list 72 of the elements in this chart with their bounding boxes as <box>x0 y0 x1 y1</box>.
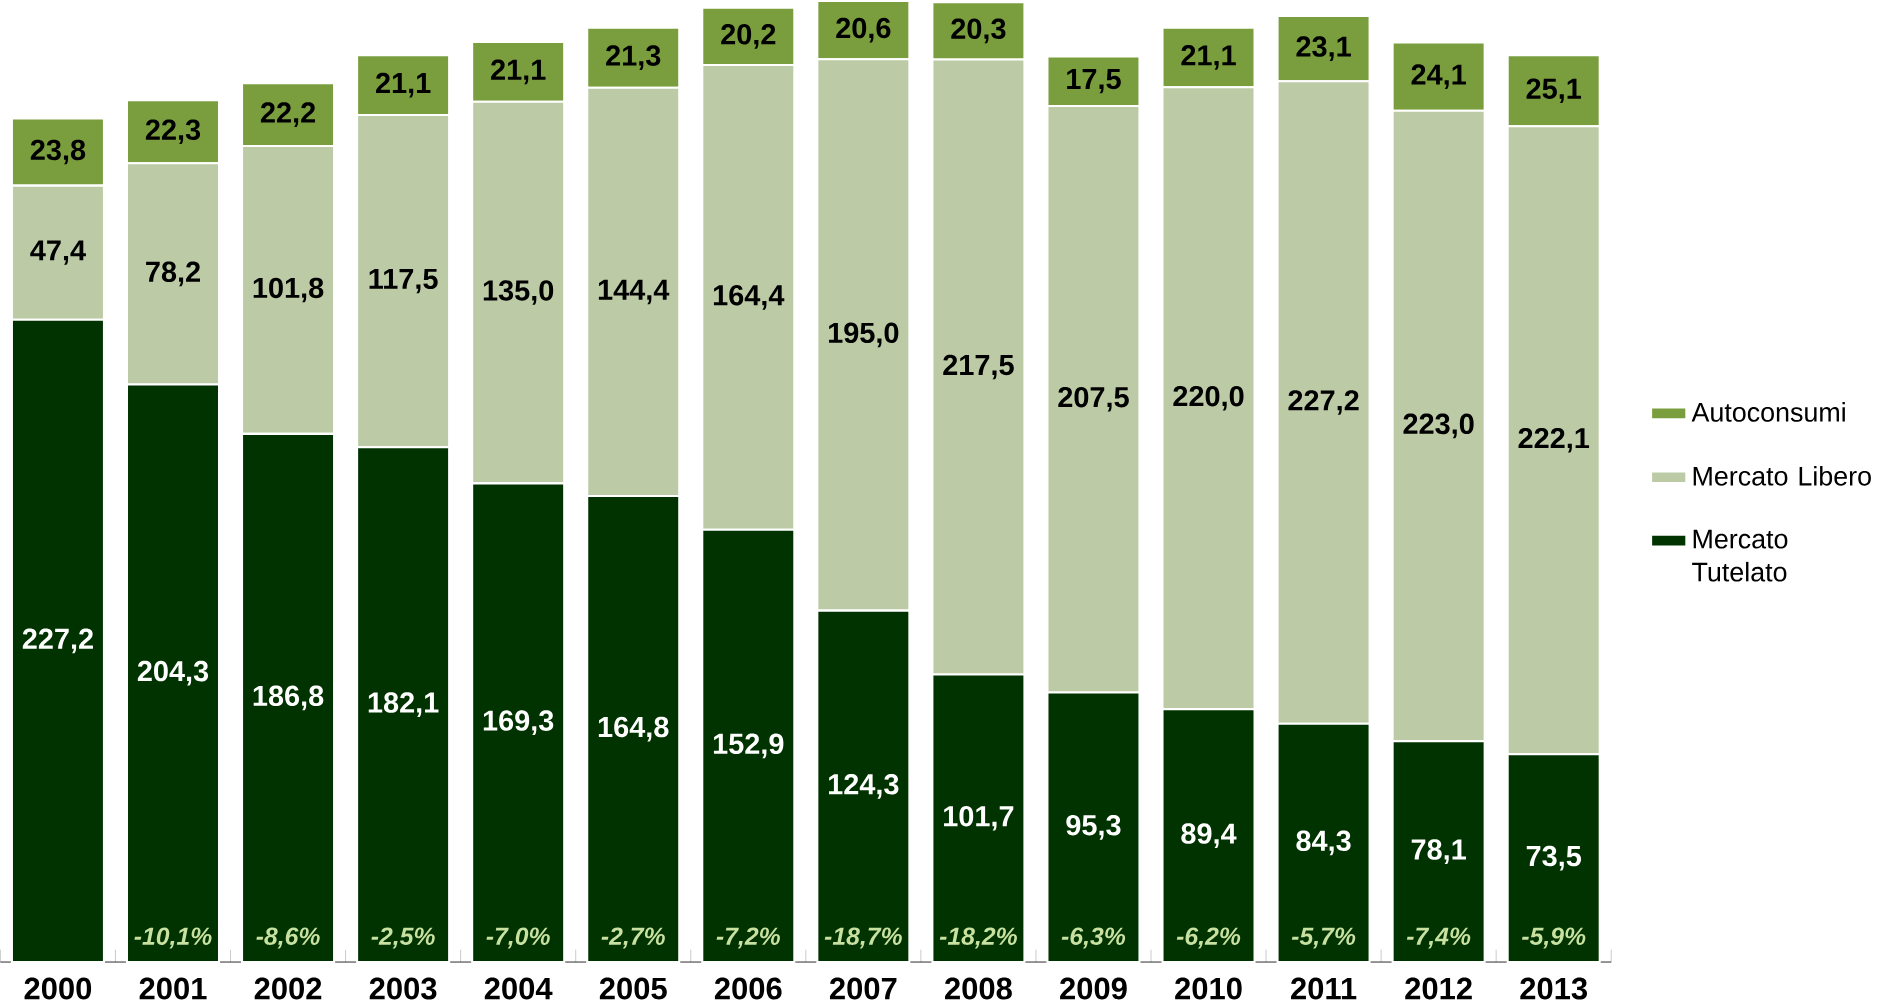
x-tick-label: 2000 <box>24 977 92 1000</box>
data-label: 164,4 <box>713 284 785 310</box>
data-label: 23,8 <box>30 139 86 165</box>
x-tick-label: 2011 <box>1291 977 1357 1000</box>
annotation: -7,2% <box>716 927 780 949</box>
data-label: 20,2 <box>721 23 776 49</box>
data-label: 21,3 <box>606 45 661 70</box>
data-label: 101,7 <box>944 805 1014 831</box>
annotation: -6,2% <box>1176 927 1241 949</box>
annotation: -18,2% <box>939 927 1017 949</box>
data-label: 135,0 <box>483 279 554 305</box>
data-label: 89,4 <box>1181 823 1237 848</box>
data-label: 25,1 <box>1526 78 1582 103</box>
annotation: -5,9% <box>1522 927 1586 949</box>
data-label: 84,3 <box>1296 830 1351 855</box>
data-label: 207,5 <box>1058 386 1129 412</box>
x-tick-label: 2002 <box>254 977 322 1000</box>
x-tick-label: 2001 <box>139 977 207 1000</box>
x-tick-label: 2009 <box>1060 977 1127 1000</box>
data-label: 144,4 <box>598 279 670 304</box>
legend-label: Mercato Tutelato <box>1692 529 1788 582</box>
data-label: 23,1 <box>1296 36 1351 61</box>
x-tick-label: 2013 <box>1520 977 1588 1000</box>
data-label: 222,1 <box>1518 427 1590 453</box>
data-label: 95,3 <box>1066 814 1121 840</box>
data-label: 186,8 <box>253 685 324 711</box>
data-label: 152,9 <box>713 733 784 758</box>
data-label: 117,5 <box>369 268 438 294</box>
data-label: 227,2 <box>1288 389 1359 415</box>
annotation: -2,7% <box>601 927 665 949</box>
data-label: 73,5 <box>1526 845 1582 871</box>
data-label: 21,1 <box>1181 44 1236 70</box>
data-label: 124,3 <box>828 773 899 799</box>
x-tick-label: 2006 <box>714 977 782 1000</box>
annotation: -6,3% <box>1061 927 1126 949</box>
data-label: 20,3 <box>951 18 1006 43</box>
x-tick-label: 2003 <box>369 977 437 1000</box>
data-label: 78,1 <box>1411 839 1466 864</box>
data-label: 22,2 <box>260 102 316 127</box>
x-tick-label: 2005 <box>599 977 667 1000</box>
annotation: -5,7% <box>1291 927 1356 949</box>
legend-label: Mercato Libero <box>1693 465 1871 486</box>
data-label: 22,3 <box>145 119 201 144</box>
data-label: 17,5 <box>1067 68 1121 94</box>
data-label: 164,8 <box>598 716 669 742</box>
annotation: -10,1% <box>134 927 212 949</box>
data-label: 182,1 <box>368 692 439 717</box>
legend-label: Autoconsumi <box>1691 401 1845 422</box>
data-label: 220,0 <box>1173 385 1244 411</box>
data-label: 24,1 <box>1411 64 1466 89</box>
data-label: 204,3 <box>137 660 209 686</box>
x-tick-label: 2004 <box>484 977 553 1000</box>
data-label: 20,6 <box>836 17 891 43</box>
annotation: -7,0% <box>486 927 550 949</box>
data-label: 227,2 <box>22 628 93 653</box>
data-label: 47,4 <box>30 240 86 265</box>
annotation: -7,4% <box>1406 927 1471 949</box>
data-label: 223,0 <box>1403 413 1474 439</box>
annotation: -2,5% <box>371 927 435 949</box>
x-tick-label: 2007 <box>829 977 897 1000</box>
annotation: -18,7% <box>824 927 902 949</box>
x-tick-label: 2012 <box>1405 977 1472 1000</box>
annotation: -8,6% <box>256 927 320 949</box>
data-label: 101,8 <box>253 277 324 303</box>
x-tick-label: 2008 <box>945 977 1012 1000</box>
data-label: 195,0 <box>828 322 899 348</box>
data-label: 78,2 <box>146 261 200 286</box>
data-label: 21,1 <box>491 59 546 84</box>
x-tick-label: 2010 <box>1175 977 1242 1000</box>
data-label: 21,1 <box>375 72 431 98</box>
data-label: 217,5 <box>943 354 1014 380</box>
data-label: 169,3 <box>483 710 554 735</box>
